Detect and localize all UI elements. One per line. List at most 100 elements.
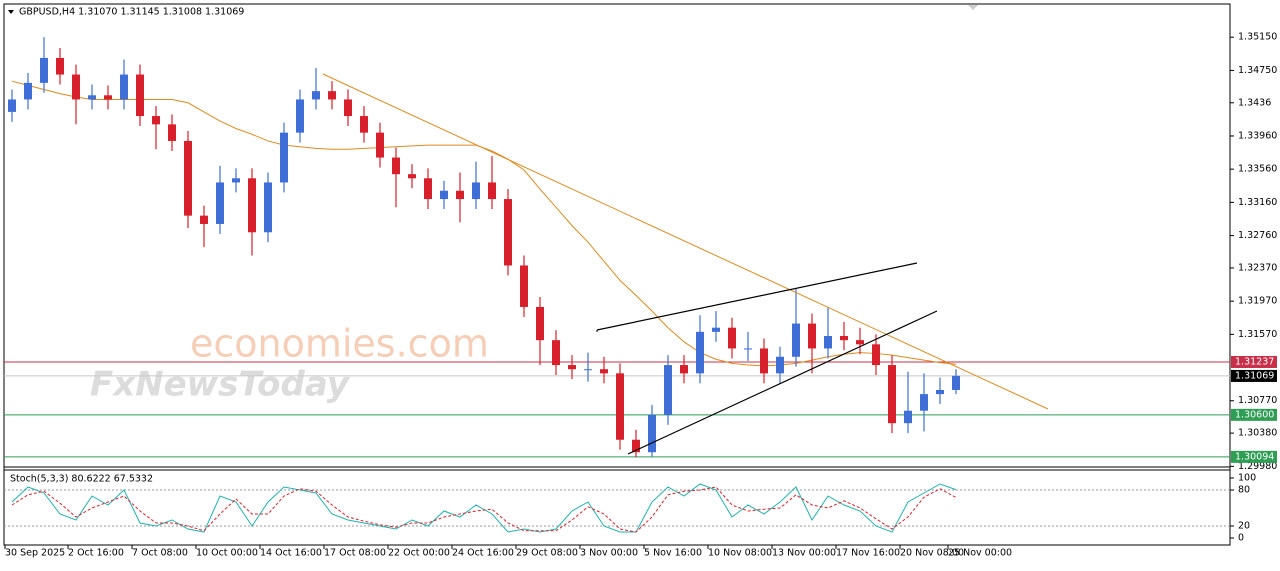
stoch-line: [11, 483, 957, 533]
candle-body: [744, 348, 752, 350]
candle-body: [56, 57, 64, 75]
channel-line: [596, 262, 918, 331]
x-tick-label: 10 Oct 00:00: [196, 548, 258, 559]
candle-body: [280, 132, 288, 183]
price-label: 1.31237: [1235, 356, 1274, 367]
candle-body: [584, 369, 592, 371]
candle-body: [792, 323, 800, 357]
x-tick-label: 17 Nov 16:00: [836, 548, 900, 559]
y-tick-label: 1.32760: [1238, 230, 1277, 241]
candle-body: [696, 331, 704, 374]
candle-body: [600, 369, 608, 374]
candle-body: [408, 174, 416, 179]
x-tick-label: 24 Oct 16:00: [452, 548, 514, 559]
indicator-title: Stoch(5,3,3) 80.6222 67.5332: [10, 474, 153, 485]
trend-line: [322, 73, 1049, 410]
candle-body: [904, 410, 912, 424]
watermark: economies.com: [190, 322, 489, 366]
x-tick-label: 25 Nov 00:00: [948, 548, 1012, 559]
candle-body: [376, 132, 384, 158]
candle-body: [296, 99, 304, 133]
x-tick-label: 3 Nov 00:00: [580, 548, 638, 559]
x-tick-label: 7 Oct 08:00: [132, 548, 188, 559]
y-tick-label: 1.29980: [1238, 461, 1277, 472]
candle-body: [8, 99, 16, 112]
x-tick-label: 2 Oct 16:00: [68, 548, 124, 559]
y-tick-label: 100: [1238, 473, 1256, 484]
candle-body: [552, 340, 560, 366]
candle-body: [88, 95, 96, 100]
candle-body: [664, 365, 672, 415]
y-tick-label: 0: [1238, 533, 1244, 544]
y-tick-label: 1.33960: [1238, 130, 1277, 141]
x-tick-label: 29 Oct 08:00: [516, 548, 578, 559]
candle-body: [520, 265, 528, 307]
candle-body: [840, 336, 848, 341]
candle-body: [456, 190, 464, 200]
candle-body: [440, 190, 448, 200]
x-tick-label: 13 Nov 00:00: [772, 548, 836, 559]
candle-body: [248, 178, 256, 233]
scroll-marker: [968, 5, 978, 10]
candle-body: [104, 95, 112, 100]
candle-body: [808, 323, 816, 349]
menu-arrow[interactable]: [8, 10, 14, 14]
candle-body: [920, 394, 928, 411]
candle-body: [888, 365, 896, 424]
x-tick-label: 30 Sep 2025: [5, 548, 65, 559]
candle-body: [424, 178, 432, 200]
candle-body: [760, 348, 768, 374]
candle-body: [712, 327, 720, 332]
candle-body: [936, 389, 944, 395]
candle-body: [24, 82, 32, 100]
candle-body: [680, 365, 688, 374]
candle-body: [504, 199, 512, 266]
price-label: 1.30600: [1235, 409, 1274, 420]
channel-line: [627, 310, 938, 455]
y-tick-label: 1.30770: [1238, 395, 1277, 406]
price-label-box: [1231, 408, 1277, 421]
candle-body: [776, 356, 784, 374]
price-label: 1.31069: [1235, 370, 1274, 381]
y-tick-label: 1.33560: [1238, 164, 1277, 175]
candle-body: [328, 91, 336, 100]
price-label: 1.30094: [1235, 451, 1274, 462]
chart-title: GBPUSD,H4 1.31070 1.31145 1.31008 1.3106…: [19, 7, 244, 18]
candle-body: [392, 157, 400, 175]
candle-body: [952, 375, 960, 390]
candle-body: [136, 74, 144, 117]
candle-body: [120, 74, 128, 100]
watermark: FxNewsToday: [90, 365, 351, 405]
candle-body: [824, 336, 832, 349]
stoch-line: [11, 486, 957, 533]
price-label-box: [1231, 369, 1277, 382]
candle-body: [728, 327, 736, 349]
y-tick-label: 1.31970: [1238, 296, 1277, 307]
chart-frame: [3, 3, 1231, 546]
candle-body: [72, 74, 80, 100]
price-label-box: [1231, 355, 1277, 368]
y-tick-label: 1.33160: [1238, 197, 1277, 208]
y-tick-label: 1.31570: [1238, 329, 1277, 340]
candle-body: [344, 99, 352, 117]
candle-body: [312, 91, 320, 100]
y-tick-label: 80: [1238, 485, 1250, 496]
candle-body: [648, 414, 656, 453]
candle-body: [200, 215, 208, 224]
price-label-box: [1231, 450, 1277, 463]
x-tick-label: 14 Oct 16:00: [260, 548, 322, 559]
y-tick-label: 1.35150: [1238, 32, 1277, 43]
main-pane: [4, 37, 1230, 458]
candle-body: [216, 182, 224, 224]
candle-body: [632, 439, 640, 453]
x-tick-label: 22 Oct 00:00: [388, 548, 450, 559]
candle-body: [536, 306, 544, 341]
candle-body: [40, 57, 48, 83]
candle-body: [360, 116, 368, 133]
x-tick-label: 17 Oct 08:00: [324, 548, 386, 559]
y-tick-label: 1.34750: [1238, 65, 1277, 76]
candle-body: [872, 344, 880, 366]
candle-body: [264, 182, 272, 233]
